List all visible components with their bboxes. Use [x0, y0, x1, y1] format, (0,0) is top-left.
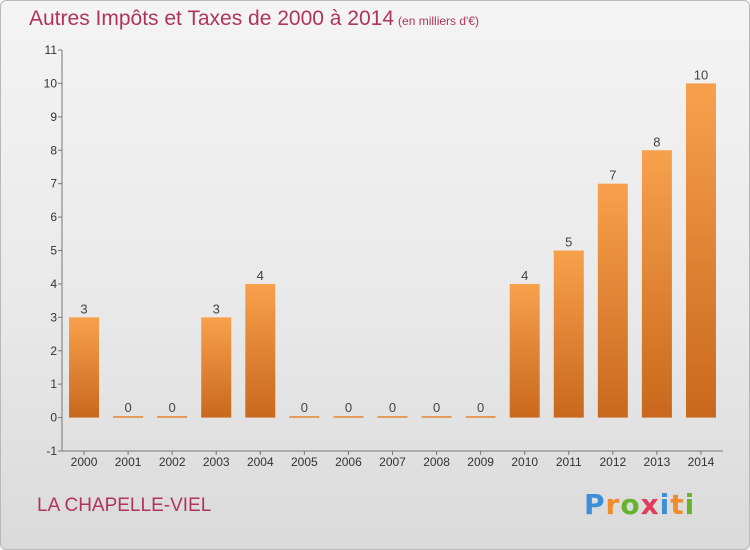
- logo-letter: t: [670, 488, 685, 521]
- bar-value-label: 0: [477, 400, 484, 415]
- commune-name: LA CHAPELLE-VIEL: [37, 495, 212, 516]
- y-tick-label: 4: [50, 277, 57, 291]
- y-tick-label: 6: [50, 210, 57, 224]
- x-tick-label: 2007: [379, 455, 406, 469]
- bar-value-label: 8: [653, 134, 660, 149]
- bar: [421, 416, 452, 418]
- bar: [157, 416, 188, 418]
- bar-value-label: 3: [80, 301, 87, 316]
- x-tick-label: 2009: [467, 455, 494, 469]
- plot-area: -1 0 1 2 3 4 5 6 7 8 9 10 11 3 2000 0 2001 0 2002 3 2003 4 200…: [44, 43, 723, 469]
- x-tick-label: 2005: [291, 455, 318, 469]
- logo-letter: i: [659, 488, 671, 521]
- bar: [641, 150, 672, 418]
- bar-value-label: 3: [213, 301, 220, 316]
- bar-value-label: 4: [257, 268, 264, 283]
- y-tick-label: 1: [50, 377, 57, 391]
- x-tick-label: 2014: [688, 455, 715, 469]
- x-tick-label: 2006: [335, 455, 362, 469]
- bar-value-label: 5: [565, 235, 572, 250]
- bar-value-label: 0: [345, 400, 352, 415]
- logo-letter: x: [640, 488, 660, 521]
- chart-title: Autres Impôts et Taxes de 2000 à 2014 (en…: [29, 7, 479, 31]
- chart-subtitle: (en milliers d'€): [398, 14, 480, 28]
- y-tick-label: 7: [50, 177, 57, 191]
- logo-letter: r: [605, 488, 621, 521]
- y-tick-label: 0: [50, 411, 57, 425]
- bar: [597, 183, 628, 418]
- bar-value-label: 0: [389, 400, 396, 415]
- logo-letter: o: [620, 488, 641, 521]
- bar-value-label: 0: [301, 400, 308, 415]
- bar: [465, 416, 496, 418]
- y-tick-label: 3: [50, 310, 57, 324]
- bar-value-label: 7: [609, 168, 616, 183]
- chart-title-text: Autres Impôts et Taxes de 2000 à 2014: [29, 7, 395, 30]
- x-tick-label: 2004: [247, 455, 274, 469]
- y-tick-label: 10: [44, 76, 58, 90]
- x-tick-label: 2003: [203, 455, 230, 469]
- bar: [113, 416, 144, 418]
- x-tick-label: 2002: [159, 455, 186, 469]
- x-tick-label: 2013: [644, 455, 671, 469]
- y-tick-label: 2: [50, 344, 57, 358]
- bar-value-label: 4: [521, 268, 528, 283]
- y-tick-label: 11: [45, 43, 58, 57]
- bar: [245, 283, 276, 418]
- x-tick-label: 2008: [423, 455, 450, 469]
- bar: [685, 83, 716, 418]
- logo-letter: i: [684, 488, 696, 521]
- y-tick-label: -1: [46, 444, 57, 458]
- y-tick-label: 9: [50, 110, 57, 124]
- x-tick-label: 2000: [71, 455, 98, 469]
- x-tick-label: 2011: [556, 455, 582, 469]
- bar: [509, 283, 540, 418]
- bar: [377, 416, 408, 418]
- bar-value-label: 0: [124, 400, 131, 415]
- bar: [333, 416, 364, 418]
- bar: [553, 250, 584, 418]
- y-tick-label: 8: [50, 143, 57, 157]
- x-tick-label: 2001: [115, 455, 142, 469]
- x-tick-label: 2010: [511, 455, 538, 469]
- proxiti-logo: Proxiti: [584, 488, 695, 521]
- x-tick-label: 2012: [599, 455, 626, 469]
- bar-value-label: 0: [169, 400, 176, 415]
- bar: [69, 317, 100, 418]
- bar: [289, 416, 320, 418]
- bar: [201, 317, 232, 418]
- bar-value-label: 0: [433, 400, 440, 415]
- bar-value-label: 10: [694, 67, 708, 82]
- logo-letter: P: [584, 488, 606, 521]
- y-tick-label: 5: [50, 244, 57, 258]
